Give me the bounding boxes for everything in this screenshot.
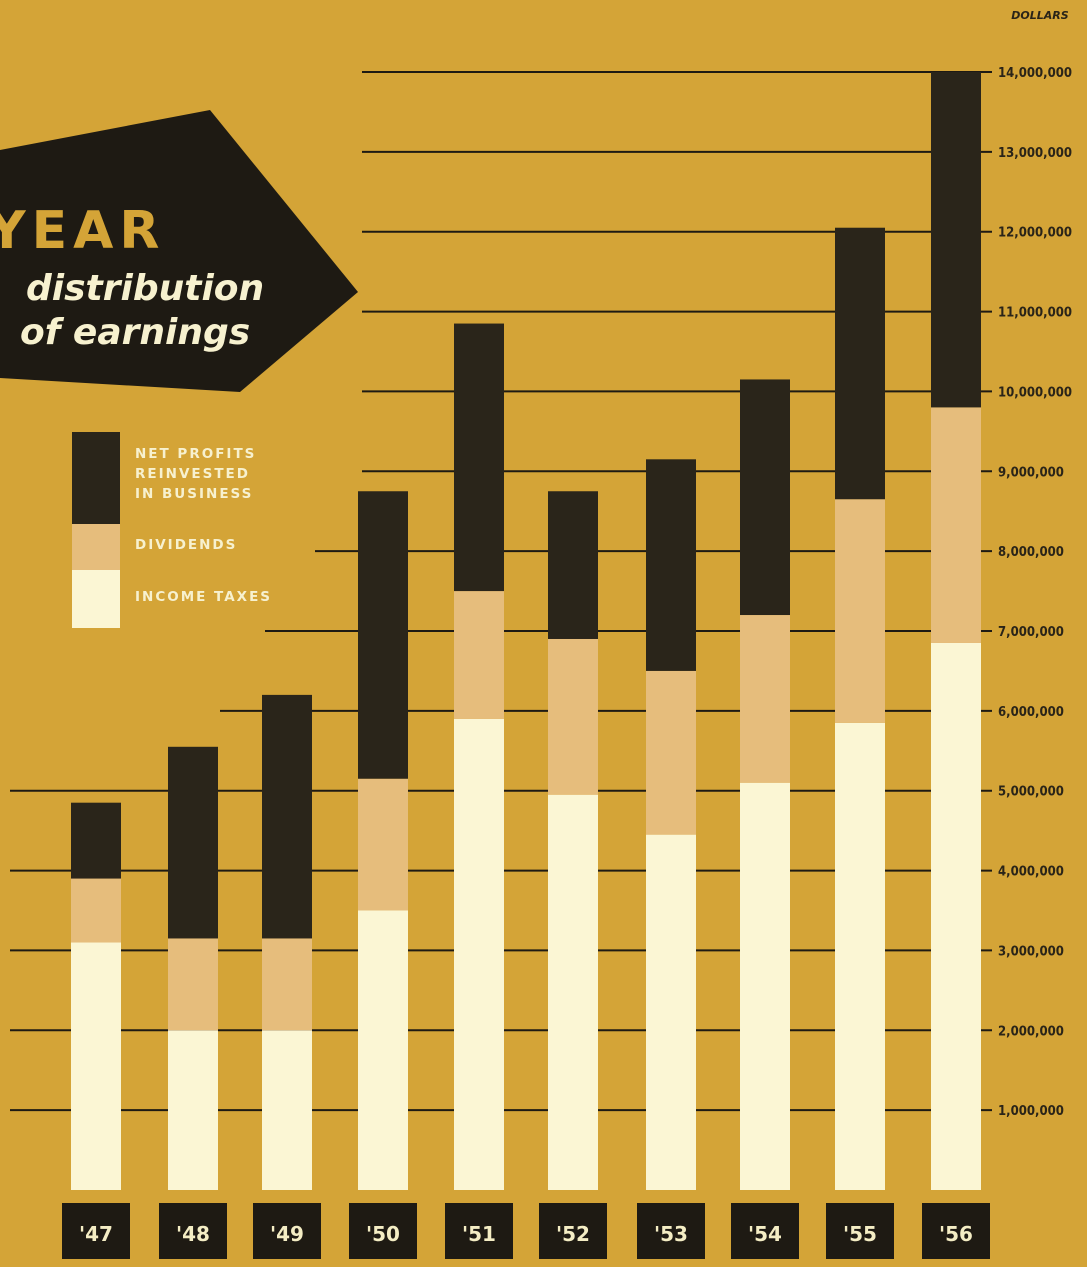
year-label: '55 [843, 1222, 877, 1246]
year-label: '51 [462, 1222, 496, 1246]
year-label-box [539, 1203, 607, 1259]
legend-swatch [72, 432, 120, 524]
legend-label: NET PROFITS [135, 446, 256, 462]
year-labels: '47 '48 '49 '50 '51 '52 '53 '54 '55 '56 [62, 1203, 990, 1259]
bar-segment-income-taxes-8 [835, 722, 885, 1190]
bar-segment-dividends-4 [454, 591, 504, 719]
title-badge-shape [0, 110, 358, 392]
bar-segment-net-profits-8 [835, 227, 885, 500]
bar-segment-net-profits-4 [454, 323, 504, 592]
year-label-box [253, 1203, 321, 1259]
year-label: '52 [556, 1222, 590, 1246]
y-tick-label: 5,000,000 [998, 785, 1064, 800]
bar-segment-income-taxes-1 [168, 1030, 218, 1190]
bar-segment-dividends-0 [71, 878, 121, 943]
bar-segment-net-profits-1 [168, 746, 218, 939]
year-label-box [922, 1203, 990, 1259]
year-label: '54 [748, 1222, 782, 1246]
title-line-earnings: of earnings [20, 312, 250, 353]
bar-segment-income-taxes-7 [740, 782, 790, 1190]
legend-label: IN BUSINESS [135, 486, 253, 502]
legend-swatch [72, 570, 120, 628]
legend-label: DIVIDENDS [135, 537, 237, 553]
y-tick-label: 3,000,000 [998, 944, 1064, 959]
title-year: YEAR [0, 201, 165, 261]
year-label-box [159, 1203, 227, 1259]
bar-segment-net-profits-7 [740, 379, 790, 616]
bar-segment-dividends-8 [835, 499, 885, 723]
bar-segment-dividends-7 [740, 615, 790, 783]
bar-segment-income-taxes-0 [71, 942, 121, 1190]
bar-segment-income-taxes-5 [548, 794, 598, 1190]
bar-segment-dividends-2 [262, 938, 312, 1031]
year-label-box [445, 1203, 513, 1259]
y-tick-label: 13,000,000 [998, 146, 1072, 161]
bars [71, 72, 981, 1190]
y-tick-label: 12,000,000 [998, 226, 1072, 241]
bar-segment-net-profits-5 [548, 491, 598, 639]
legend: NET PROFITS REINVESTED IN BUSINESS DIVIDEND… [72, 432, 272, 628]
year-label-box [349, 1203, 417, 1259]
bar-segment-net-profits-3 [358, 491, 408, 779]
bar-segment-dividends-3 [358, 778, 408, 911]
legend-swatch [72, 524, 120, 570]
legend-label: INCOME TAXES [135, 589, 272, 605]
legend-label: REINVESTED [135, 466, 250, 482]
bar-segment-net-profits-2 [262, 694, 312, 939]
y-tick-label: 1,000,000 [998, 1104, 1064, 1119]
year-label: '56 [939, 1222, 973, 1246]
y-axis-ticks: 1,000,000 2,000,000 3,000,000 4,000,000 5,00… [998, 66, 1072, 1119]
bar-segment-income-taxes-3 [358, 910, 408, 1190]
y-tick-label: 14,000,000 [998, 66, 1072, 81]
y-tick-label: 4,000,000 [998, 865, 1064, 880]
y-tick-label: 10,000,000 [998, 385, 1072, 400]
bar-segment-income-taxes-2 [262, 1030, 312, 1190]
y-tick-label: 9,000,000 [998, 465, 1064, 480]
y-axis-unit-label: DOLLARS [1011, 9, 1068, 22]
bar-segment-net-profits-6 [646, 459, 696, 671]
y-tick-label: 11,000,000 [998, 306, 1072, 321]
year-label: '50 [366, 1222, 400, 1246]
year-label: '53 [654, 1222, 688, 1246]
title-badge: YEAR distribution of earnings [0, 110, 358, 392]
bar-segment-dividends-1 [168, 938, 218, 1031]
year-label: '49 [270, 1222, 304, 1246]
bar-segment-dividends-6 [646, 670, 696, 835]
bar-segment-dividends-5 [548, 638, 598, 795]
bar-segment-net-profits-9 [931, 72, 981, 408]
year-label-box [637, 1203, 705, 1259]
title-line-distribution: distribution [26, 268, 264, 309]
y-tick-label: 7,000,000 [998, 625, 1064, 640]
y-tick-label: 2,000,000 [998, 1024, 1064, 1039]
year-label: '47 [79, 1222, 113, 1246]
bar-segment-income-taxes-4 [454, 718, 504, 1190]
bar-segment-net-profits-0 [71, 802, 121, 879]
year-label: '48 [176, 1222, 210, 1246]
bar-segment-income-taxes-6 [646, 834, 696, 1190]
year-label-box [826, 1203, 894, 1259]
year-label-box [731, 1203, 799, 1259]
bar-segment-dividends-9 [931, 407, 981, 643]
bar-segment-income-taxes-9 [931, 642, 981, 1190]
year-label-box [62, 1203, 130, 1259]
y-tick-label: 8,000,000 [998, 545, 1064, 560]
y-tick-label: 6,000,000 [998, 705, 1064, 720]
